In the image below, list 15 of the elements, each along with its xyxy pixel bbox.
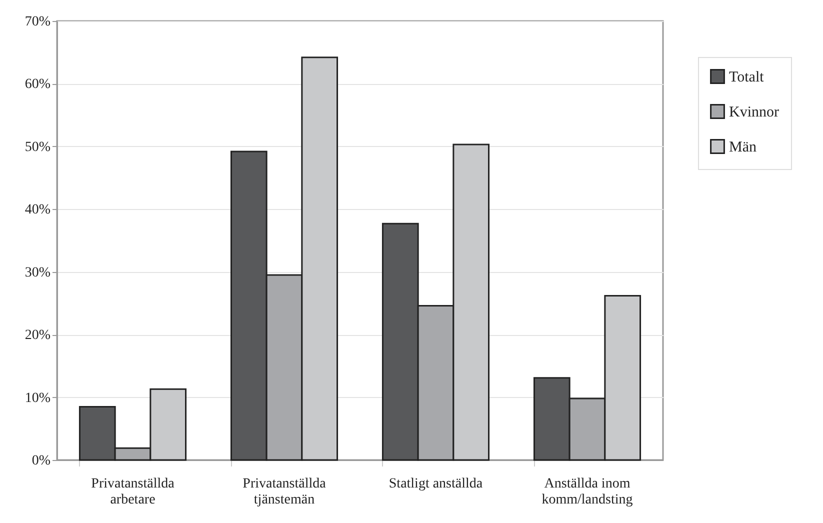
y-tick-label: 60% bbox=[24, 77, 51, 92]
y-tick-label: 20% bbox=[24, 328, 51, 344]
y-tick-label: 50% bbox=[24, 140, 51, 155]
legend-label: Män bbox=[729, 140, 757, 156]
y-tick-label: 10% bbox=[24, 390, 51, 406]
y-tick-label: 0% bbox=[32, 454, 51, 468]
x-tick-label: Statligt anställda bbox=[388, 476, 484, 492]
x-tick-label: Privatanställda tjänstemän bbox=[242, 476, 327, 508]
legend-label: Kvinnor bbox=[729, 104, 779, 120]
y-tick-label: 30% bbox=[24, 265, 51, 280]
x-tick-label: Anställda inom komm/landsting bbox=[542, 476, 633, 508]
y-tick-label: 70% bbox=[24, 14, 51, 30]
x-tick-label: Privatanställda arbetare bbox=[91, 476, 176, 508]
y-tick-label: 40% bbox=[24, 202, 51, 218]
legend-label: Totalt bbox=[729, 70, 765, 86]
